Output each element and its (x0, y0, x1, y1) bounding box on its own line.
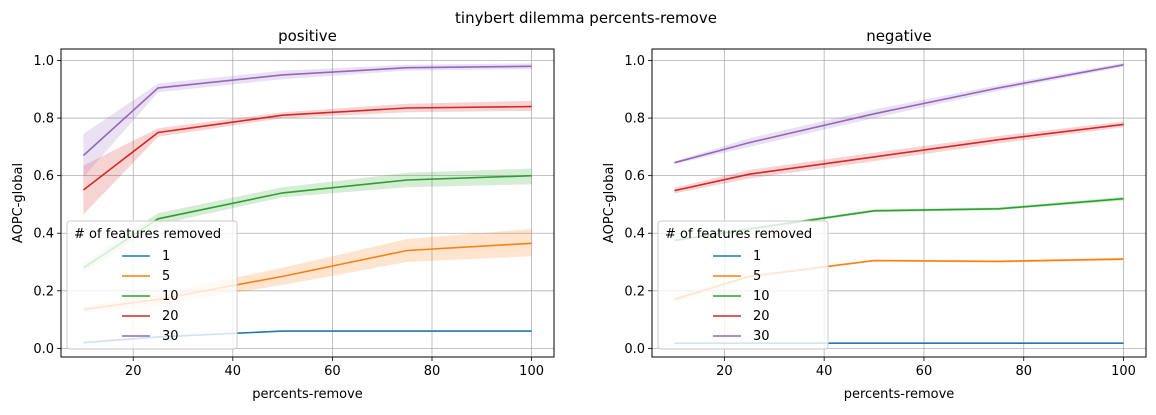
chart-positive: 20 40 60 80 100 0.00.20.40.60.81.0 positive … (11, 27, 555, 402)
series-line-20 (674, 123, 1124, 192)
series-line-20 (82, 105, 532, 191)
legend-label-5: 5 (162, 269, 170, 284)
y-axis-ticks: 0.0 0.2 0.4 0.6 0.8 1.0 (624, 54, 652, 357)
plot-frame (60, 48, 555, 358)
x-tick-label: 80 (424, 364, 441, 379)
x-tick-label: 20 (716, 364, 733, 379)
legend-label-5: 5 (753, 269, 761, 284)
x-tick-label: 40 (816, 364, 833, 379)
y-tick-label: 0.4 (624, 227, 645, 242)
y-axis-ticks: 0.0 0.2 0.4 0.6 0.8 1.0 (33, 54, 61, 357)
legend-label-30: 30 (162, 329, 179, 344)
y-tick-label: 0.0 (33, 342, 54, 357)
legend-title: # of features removed (74, 227, 221, 242)
legend: # of features removed 1 5 10 20 30 (657, 220, 829, 350)
y-tick-label: 0.4 (33, 227, 54, 242)
legend: # of features removed 1 5 10 20 30 (66, 220, 238, 350)
legend-label-20: 20 (753, 309, 770, 324)
grid-lines (652, 49, 1146, 357)
chart-title: positive (278, 27, 337, 45)
y-tick-label: 1.0 (624, 54, 645, 69)
figure-suptitle: tinybert dilemma percents-remove (455, 9, 717, 27)
legend-box (66, 220, 238, 350)
y-axis-label: AOPC-global (602, 163, 617, 243)
x-tick-label: 100 (1111, 364, 1136, 379)
x-tick-label: 40 (225, 364, 242, 379)
legend-box (657, 220, 829, 350)
x-axis-ticks: 20 40 60 80 100 (125, 357, 544, 379)
legend-label-1: 1 (753, 249, 761, 264)
confidence-band-30 (83, 63, 532, 178)
legend-label-1: 1 (162, 249, 170, 264)
legend-label-10: 10 (753, 289, 770, 304)
y-tick-label: 0.2 (624, 284, 645, 299)
x-tick-label: 60 (324, 364, 341, 379)
y-tick-label: 0.8 (33, 112, 54, 127)
confidence-band-30 (674, 62, 1124, 165)
y-tick-label: 0.2 (33, 284, 54, 299)
plot-frame (651, 48, 1147, 358)
y-tick-label: 0.6 (33, 169, 54, 184)
x-tick-label: 80 (1015, 364, 1032, 379)
y-tick-label: 0.6 (624, 169, 645, 184)
legend-entries: 1 5 10 20 30 (713, 249, 770, 344)
y-tick-label: 0.8 (624, 112, 645, 127)
y-tick-label: 0.0 (624, 342, 645, 357)
legend-title: # of features removed (665, 227, 812, 242)
x-tick-label: 20 (125, 364, 142, 379)
legend-entries: 1 5 10 20 30 (122, 249, 179, 344)
legend-label-30: 30 (753, 329, 770, 344)
legend-label-20: 20 (162, 309, 179, 324)
y-axis-label: AOPC-global (11, 163, 26, 243)
x-axis-ticks: 20 40 60 80 100 (716, 357, 1136, 379)
x-axis-label: percents-remove (252, 387, 363, 402)
chart-title: negative (866, 27, 932, 45)
chart-negative: 20 40 60 80 100 0.00.20.40.60.81.0 negative … (602, 27, 1147, 402)
x-axis-label: percents-remove (844, 387, 955, 402)
y-tick-label: 1.0 (33, 54, 54, 69)
x-tick-label: 100 (519, 364, 544, 379)
confidence-band-20 (674, 121, 1124, 194)
confidence-band-10 (83, 168, 532, 273)
series-line-30 (82, 65, 532, 157)
legend-label-10: 10 (162, 289, 179, 304)
x-tick-label: 60 (916, 364, 933, 379)
confidence-band-20 (83, 100, 532, 215)
series-line-30 (674, 64, 1124, 164)
